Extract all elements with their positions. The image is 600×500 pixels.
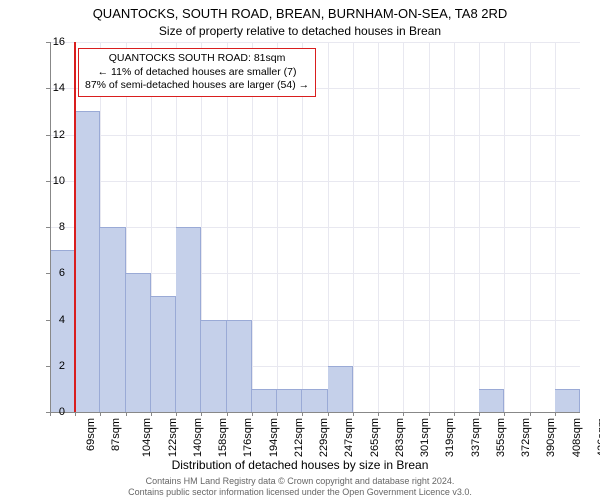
histogram-bar bbox=[555, 389, 580, 412]
histogram-bar bbox=[227, 320, 252, 413]
x-tick-label: 337sqm bbox=[470, 418, 482, 457]
y-tick-label: 14 bbox=[35, 82, 65, 94]
chart-title-main: QUANTOCKS, SOUTH ROAD, BREAN, BURNHAM-ON… bbox=[0, 6, 600, 21]
histogram-bar bbox=[176, 227, 201, 412]
chart-container: QUANTOCKS, SOUTH ROAD, BREAN, BURNHAM-ON… bbox=[0, 0, 600, 500]
x-tick-label: 390sqm bbox=[545, 418, 557, 457]
histogram-bar bbox=[302, 389, 327, 412]
grid-line-v bbox=[403, 42, 404, 412]
grid-line-h bbox=[50, 42, 580, 43]
x-tick-label: 426sqm bbox=[596, 418, 600, 457]
info-box-line3: 87% of semi-detached houses are larger (… bbox=[85, 79, 309, 93]
x-axis-line bbox=[50, 412, 580, 413]
y-tick-label: 0 bbox=[35, 406, 65, 418]
histogram-bar bbox=[479, 389, 504, 412]
x-tick-label: 283sqm bbox=[394, 418, 406, 457]
y-tick-label: 16 bbox=[35, 36, 65, 48]
x-tick-label: 104sqm bbox=[142, 418, 154, 457]
grid-line-h bbox=[50, 227, 580, 228]
x-tick-label: 247sqm bbox=[344, 418, 356, 457]
grid-line-v bbox=[429, 42, 430, 412]
x-tick-label: 212sqm bbox=[293, 418, 305, 457]
footer-line2: Contains public sector information licen… bbox=[0, 487, 600, 498]
y-tick-label: 8 bbox=[35, 221, 65, 233]
x-tick-label: 301sqm bbox=[419, 418, 431, 457]
grid-line-v bbox=[277, 42, 278, 412]
y-tick-label: 10 bbox=[35, 175, 65, 187]
x-tick-label: 69sqm bbox=[85, 418, 97, 451]
grid-line-v bbox=[454, 42, 455, 412]
grid-line-v bbox=[302, 42, 303, 412]
x-axis-label: Distribution of detached houses by size … bbox=[0, 458, 600, 472]
x-tick-label: 372sqm bbox=[520, 418, 532, 457]
grid-line-h bbox=[50, 135, 580, 136]
x-tick-label: 87sqm bbox=[110, 418, 122, 451]
y-tick-label: 4 bbox=[35, 314, 65, 326]
x-tick-label: 319sqm bbox=[444, 418, 456, 457]
x-tick-label: 176sqm bbox=[243, 418, 255, 457]
x-tick-label: 408sqm bbox=[571, 418, 583, 457]
grid-line-h bbox=[50, 181, 580, 182]
footer-note: Contains HM Land Registry data © Crown c… bbox=[0, 476, 600, 498]
property-marker-line bbox=[74, 42, 76, 412]
x-tick-label: 194sqm bbox=[268, 418, 280, 457]
grid-line-v bbox=[555, 42, 556, 412]
y-tick-label: 6 bbox=[35, 267, 65, 279]
y-tick-label: 2 bbox=[35, 360, 65, 372]
x-tick-label: 265sqm bbox=[369, 418, 381, 457]
grid-line-v bbox=[530, 42, 531, 412]
grid-line-v bbox=[353, 42, 354, 412]
info-box: QUANTOCKS SOUTH ROAD: 81sqm ← 11% of det… bbox=[78, 48, 316, 97]
x-tick-label: 158sqm bbox=[217, 418, 229, 457]
grid-line-v bbox=[252, 42, 253, 412]
grid-line-v bbox=[328, 42, 329, 412]
histogram-bar bbox=[201, 320, 226, 413]
plot-area bbox=[50, 42, 580, 412]
histogram-bar bbox=[252, 389, 277, 412]
chart-title-sub: Size of property relative to detached ho… bbox=[0, 24, 600, 38]
histogram-bar bbox=[277, 389, 302, 412]
histogram-bar bbox=[126, 273, 151, 412]
x-tick-label: 355sqm bbox=[495, 418, 507, 457]
grid-line-v bbox=[504, 42, 505, 412]
histogram-bar bbox=[75, 111, 100, 412]
x-tick-label: 140sqm bbox=[192, 418, 204, 457]
grid-line-v bbox=[479, 42, 480, 412]
info-box-line2: ← 11% of detached houses are smaller (7) bbox=[85, 66, 309, 80]
x-tick-label: 229sqm bbox=[318, 418, 330, 457]
grid-line-v bbox=[378, 42, 379, 412]
histogram-bar bbox=[100, 227, 125, 412]
x-tick-label: 122sqm bbox=[167, 418, 179, 457]
footer-line1: Contains HM Land Registry data © Crown c… bbox=[0, 476, 600, 487]
y-tick-label: 12 bbox=[35, 129, 65, 141]
histogram-bar bbox=[328, 366, 353, 412]
histogram-bar bbox=[151, 296, 176, 412]
info-box-line1: QUANTOCKS SOUTH ROAD: 81sqm bbox=[85, 52, 309, 66]
